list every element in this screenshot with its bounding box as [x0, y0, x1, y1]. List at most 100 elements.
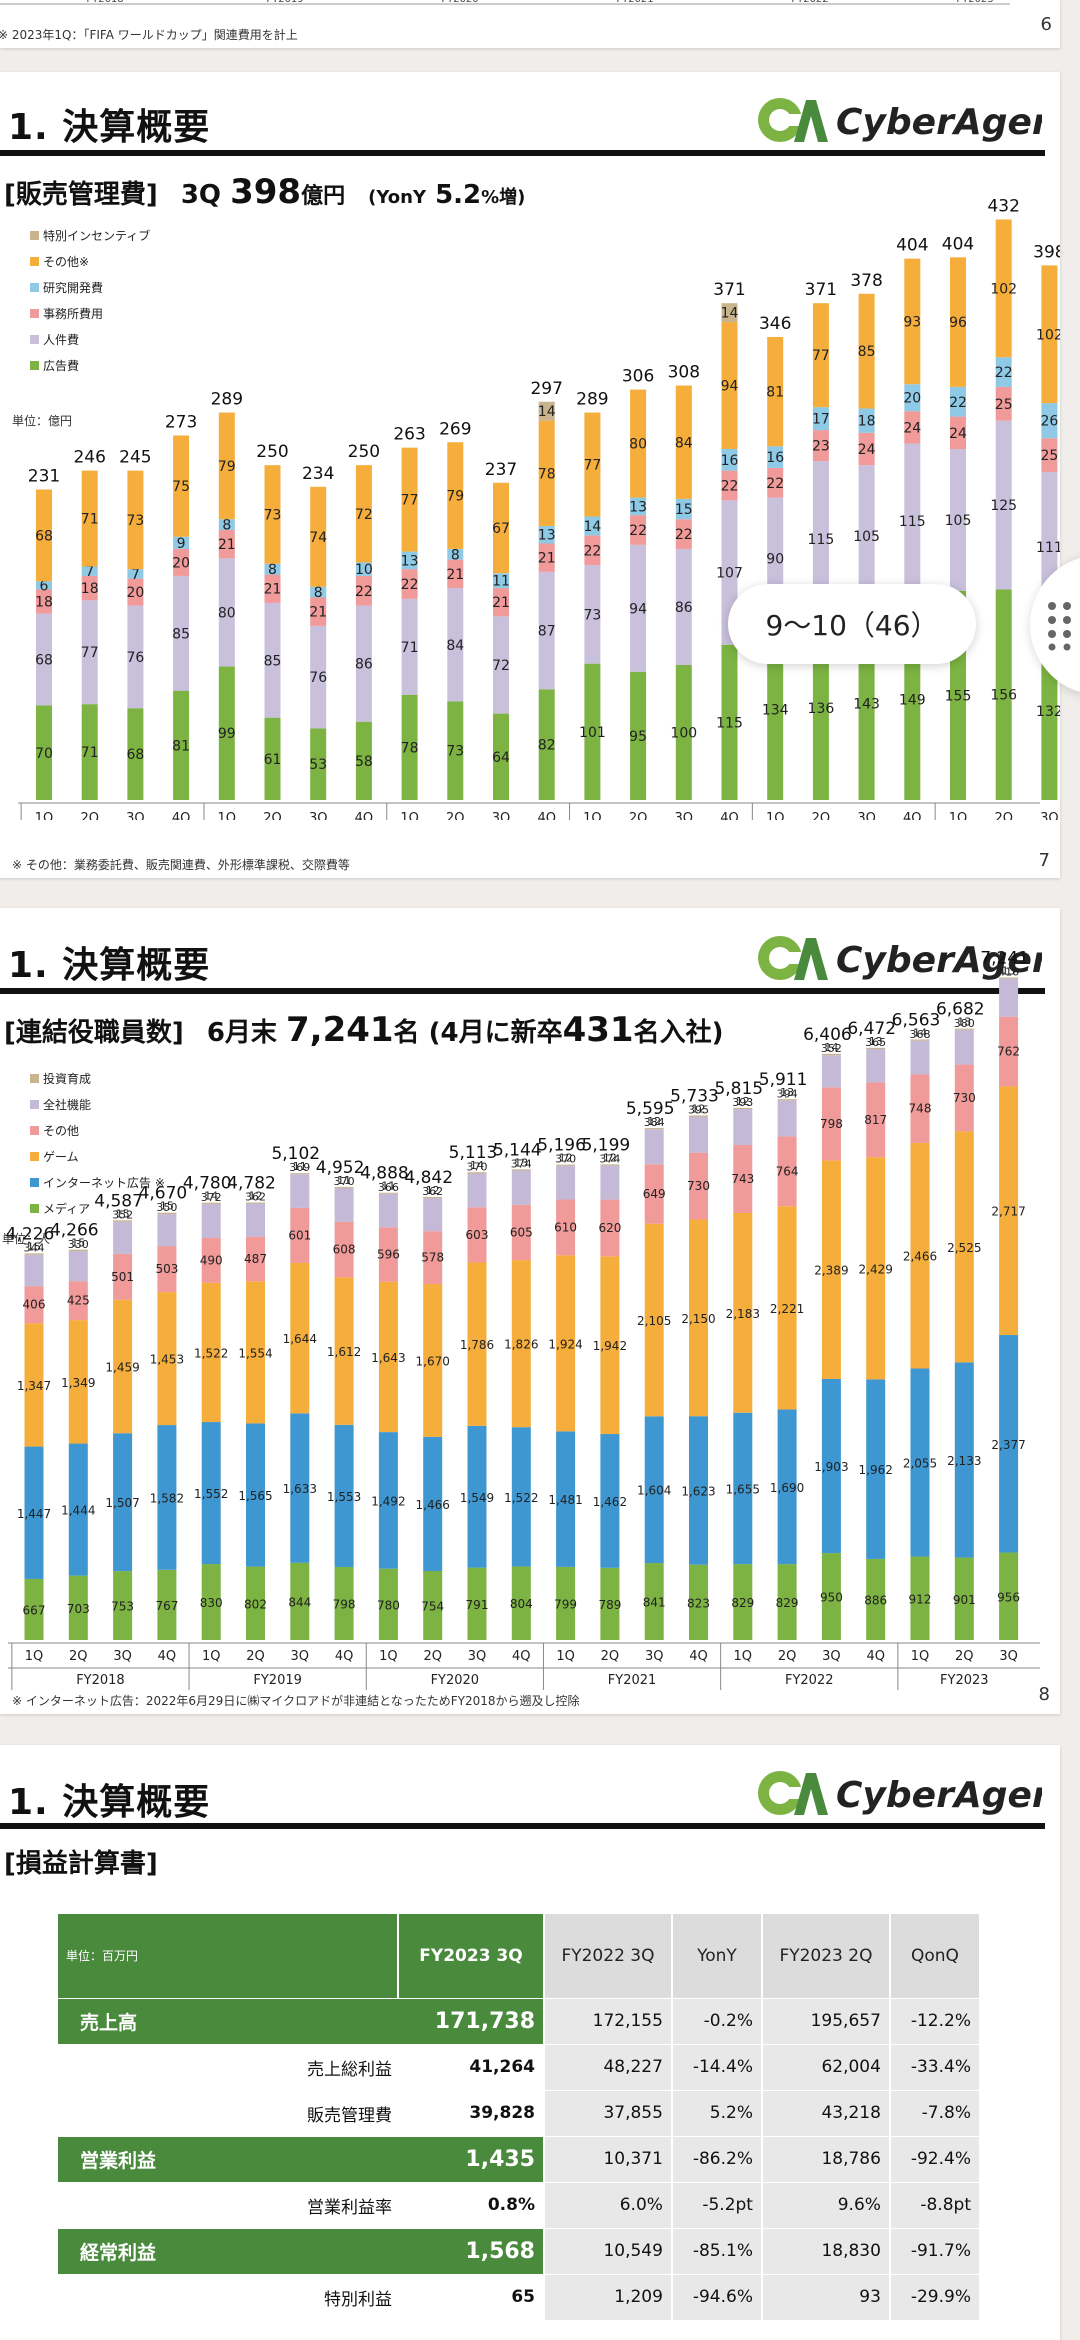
total-label: 4,226 [6, 1224, 55, 1244]
data-label: 620 [598, 1221, 621, 1235]
data-label: 11 [337, 1174, 351, 1187]
data-label: 2,133 [947, 1454, 981, 1468]
data-label: 350 [156, 1201, 177, 1214]
data-label: 2,429 [859, 1262, 893, 1276]
bar-segment [821, 1378, 841, 1554]
bar-segment [689, 1115, 708, 1117]
page-range-bubble[interactable]: 9～10（46） [728, 584, 976, 664]
bar-segment [68, 1443, 88, 1576]
data-label: 330 [68, 1238, 89, 1251]
bar-segment [910, 1142, 930, 1369]
data-label: 61 [264, 752, 282, 768]
legend-item: その他 [30, 1122, 79, 1139]
data-label: 370 [334, 1175, 355, 1188]
table-cell: 10,549 [544, 2228, 673, 2275]
bar-segment [467, 1425, 487, 1568]
bar-segment [954, 1362, 974, 1558]
data-label: 1,349 [61, 1376, 95, 1390]
bar-segment [447, 701, 464, 800]
data-label: 70 [35, 746, 53, 762]
data-label: 81 [766, 385, 784, 401]
bar-segment [290, 1173, 310, 1175]
subtitle-label: [販売管理費] [4, 180, 158, 210]
bar-segment [157, 1292, 177, 1426]
data-label: 2,466 [903, 1250, 937, 1264]
bar-segment [36, 581, 52, 590]
bar-segment [173, 536, 190, 549]
table-cell: 9.6% [761, 2182, 891, 2229]
data-label: 80 [629, 437, 647, 453]
category-label: 2Q [69, 1649, 88, 1664]
data-label: 1,447 [17, 1507, 51, 1521]
data-label: 372 [201, 1191, 222, 1204]
legend-swatch [30, 1204, 39, 1213]
data-label: 13 [780, 1086, 794, 1099]
bar-segment [290, 1413, 310, 1563]
table-row: 営業利益率 0.8% 6.0% -5.2pt 9.6% -8.8pt [58, 2182, 982, 2229]
data-label: 2,055 [903, 1457, 937, 1471]
data-label: 7 [85, 564, 94, 580]
bar-segment [113, 1253, 133, 1300]
data-label: 490 [200, 1253, 223, 1267]
bar-segment [689, 1116, 708, 1153]
title-rule [0, 988, 1045, 994]
bar-segment [511, 1260, 531, 1428]
bar-segment [721, 644, 738, 800]
bar-segment [423, 1198, 443, 1232]
data-label: 362 [245, 1191, 266, 1204]
total-label: 237 [485, 460, 517, 480]
subtitle-yoy-b: 5.2 [435, 180, 482, 210]
category-label: 3Q [468, 1649, 487, 1664]
bar-segment [733, 1107, 753, 1110]
bar-segment [999, 1552, 1019, 1640]
bar-segment [995, 357, 1012, 387]
data-label: 15 [27, 1240, 41, 1253]
data-label: 8 [314, 585, 323, 601]
data-label: 344 [24, 1242, 45, 1255]
total-label: 306 [622, 367, 654, 387]
bar-segment [777, 1564, 797, 1640]
total-label: 297 [530, 379, 562, 399]
bar-segment [173, 690, 190, 800]
data-label: 64 [492, 750, 510, 766]
bar-segment [950, 386, 966, 417]
row-label: 特別利益 [58, 2274, 398, 2321]
bar-segment [24, 1446, 44, 1579]
subtitle-c: 431 [562, 1010, 634, 1050]
category-label: 3Q [309, 811, 328, 820]
bar-segment [334, 1221, 354, 1278]
footnote: ※ その他：業務委託費、販売関連費、外形標準課税、交際費等 [12, 858, 350, 872]
bar-segment [68, 1251, 88, 1282]
category-label: 3Q [675, 811, 694, 820]
data-label: 115 [808, 532, 835, 548]
table-cell: -0.2% [671, 1998, 763, 2045]
row-label: 営業利益率 [58, 2182, 398, 2229]
bar-segment [995, 219, 1012, 358]
bar-segment [999, 1016, 1019, 1087]
data-label: 68 [35, 528, 53, 544]
data-label: 24 [949, 426, 967, 442]
slide-headcount: 1. 決算概要 CyberAgent. [連結役職員数] 6月末 7,241名 … [0, 908, 1060, 1714]
category-label: 2Q [80, 811, 99, 820]
total-label: 5,199 [582, 1135, 631, 1155]
category-label: 4Q [172, 811, 191, 820]
table-cell: -8.8pt [889, 2182, 982, 2229]
data-label: 22 [995, 365, 1013, 381]
footnote: ※ インターネット広告：2022年6月29日に㈱マイクロアドが非連結となったため… [12, 1694, 580, 1708]
income-statement-table: 単位：百万円 FY2023 3Q FY2022 3Q YonY FY2023 2Q Qon… [58, 1914, 982, 2321]
grid-dots-icon[interactable] [1047, 601, 1073, 651]
bar-segment [246, 1566, 265, 1640]
bar-segment [644, 1164, 664, 1224]
bar-segment [644, 1416, 664, 1564]
bar-segment [675, 665, 692, 800]
data-label: 370 [555, 1153, 576, 1166]
data-label: 17 [812, 412, 830, 428]
data-label: 416 [998, 966, 1019, 979]
data-label: 12 [249, 1189, 263, 1202]
bar-segment [24, 1578, 44, 1640]
data-label: 368 [910, 1028, 931, 1041]
data-label: 76 [126, 650, 144, 666]
legend-swatch [30, 1100, 39, 1109]
legend-swatch [30, 1074, 39, 1083]
bar-segment [910, 1039, 930, 1041]
